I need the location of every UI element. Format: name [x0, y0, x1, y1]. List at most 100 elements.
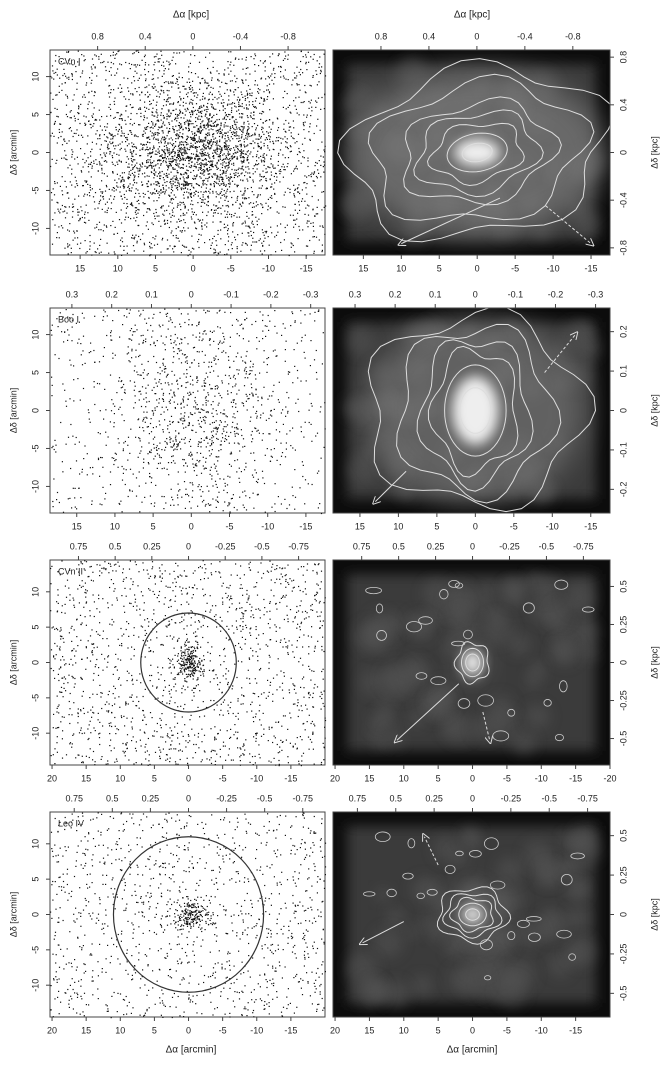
star-dot — [195, 110, 196, 111]
star-dot — [133, 331, 134, 332]
star-dot — [286, 442, 287, 443]
star-dot — [96, 224, 97, 225]
star-dot — [221, 352, 222, 353]
star-dot — [88, 412, 89, 413]
star-dot — [267, 139, 268, 140]
star-dot — [122, 177, 123, 178]
star-dot — [252, 214, 253, 215]
star-dot — [260, 119, 261, 120]
star-dot — [153, 135, 154, 136]
star-dot — [291, 132, 292, 133]
star-dot — [110, 335, 111, 336]
star-dot — [135, 193, 136, 194]
star-dot — [169, 110, 170, 111]
star-dot — [90, 245, 91, 246]
star-dot — [190, 137, 191, 138]
star-dot — [199, 333, 200, 334]
star-dot — [189, 367, 190, 368]
star-dot — [151, 127, 152, 128]
star-dot — [223, 110, 224, 111]
star-dot — [99, 201, 100, 202]
star-dot — [172, 322, 173, 323]
star-dot — [189, 453, 190, 454]
star-dot — [242, 446, 243, 447]
star-dot — [208, 400, 209, 401]
star-dot — [154, 69, 155, 70]
star-dot — [316, 213, 317, 214]
star-dot — [216, 114, 217, 115]
star-dot — [202, 333, 203, 334]
star-dot — [129, 167, 130, 168]
star-dot — [173, 235, 174, 236]
star-dot — [236, 433, 237, 434]
star-dot — [321, 458, 322, 459]
star-dot — [164, 70, 165, 71]
star-dot — [294, 196, 295, 197]
star-dot — [184, 412, 185, 413]
star-dot — [171, 187, 172, 188]
star-dot — [262, 229, 263, 230]
star-dot — [246, 509, 247, 510]
star-dot — [154, 437, 155, 438]
star-dot — [302, 198, 303, 199]
star-dot — [177, 79, 178, 80]
star-dot — [280, 149, 281, 150]
star-dot — [264, 176, 265, 177]
star-dot — [275, 251, 276, 252]
star-dot — [90, 187, 91, 188]
star-dot — [297, 343, 298, 344]
star-dot — [206, 87, 207, 88]
star-dot — [227, 211, 228, 212]
star-dot — [259, 433, 260, 434]
star-dot — [59, 132, 60, 133]
star-dot — [175, 138, 176, 139]
star-dot — [198, 116, 199, 117]
star-dot — [131, 349, 132, 350]
star-dot — [213, 252, 214, 253]
star-dot — [161, 163, 162, 164]
star-dot — [231, 148, 232, 149]
star-dot — [183, 105, 184, 106]
star-dot — [281, 503, 282, 504]
star-dot — [126, 469, 127, 470]
star-dot — [168, 132, 169, 133]
star-dot — [220, 153, 221, 154]
star-dot — [252, 475, 253, 476]
star-dot — [65, 217, 66, 218]
star-dot — [262, 171, 263, 172]
star-dot — [185, 357, 186, 358]
star-dot — [209, 511, 210, 512]
star-dot — [131, 142, 132, 143]
star-dot — [181, 154, 182, 155]
star-dot — [59, 92, 60, 93]
star-dot — [177, 116, 178, 117]
star-dot — [175, 164, 176, 165]
star-dot — [216, 507, 217, 508]
star-dot — [189, 423, 190, 424]
star-dot — [192, 384, 193, 385]
star-dot — [244, 139, 245, 140]
star-dot — [242, 180, 243, 181]
star-dot — [54, 212, 55, 213]
star-dot — [203, 457, 204, 458]
star-dot — [163, 364, 164, 365]
star-dot — [213, 442, 214, 443]
star-dot — [77, 244, 78, 245]
star-dot — [320, 226, 321, 227]
star-dot — [126, 203, 127, 204]
star-dot — [261, 148, 262, 149]
star-dot — [120, 143, 121, 144]
star-dot — [212, 238, 213, 239]
star-dot — [133, 180, 134, 181]
star-dot — [121, 91, 122, 92]
star-dot — [158, 183, 159, 184]
star-dot — [225, 486, 226, 487]
star-dot — [170, 163, 171, 164]
star-dot — [261, 213, 262, 214]
star-dot — [242, 195, 243, 196]
star-dot — [136, 182, 137, 183]
star-dot — [161, 207, 162, 208]
star-dot — [89, 249, 90, 250]
star-dot — [270, 63, 271, 64]
star-dot — [167, 425, 168, 426]
